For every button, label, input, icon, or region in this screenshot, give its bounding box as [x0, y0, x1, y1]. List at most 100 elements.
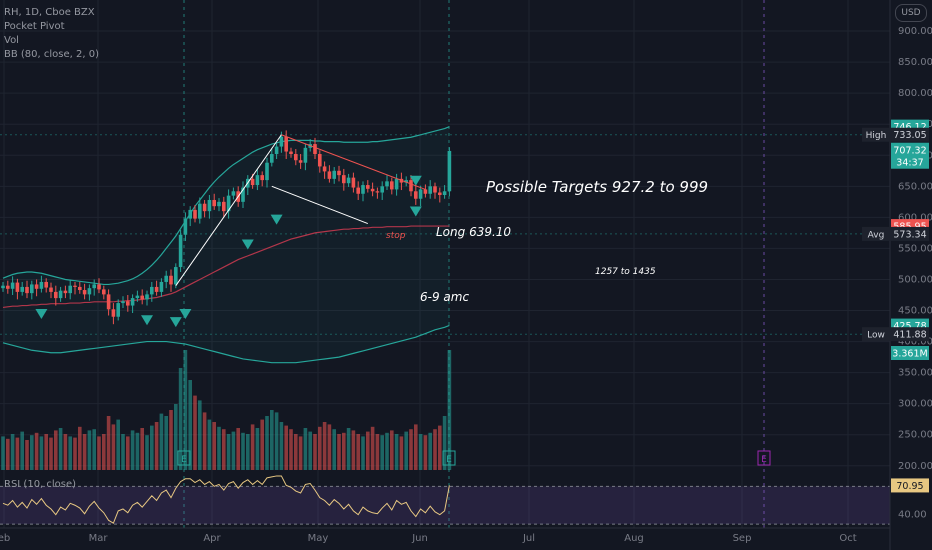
rsi-label-box — [891, 478, 929, 493]
candle-body — [106, 294, 111, 310]
candle-body — [140, 295, 144, 300]
volume-bar — [164, 416, 168, 470]
legend-rsi[interactable]: RSI (10, close) — [4, 479, 77, 490]
trendline — [271, 185, 368, 225]
candle-body — [135, 295, 140, 299]
currency-selector[interactable]: USD — [895, 4, 927, 22]
candle-body — [270, 154, 274, 163]
candle-body — [68, 285, 72, 294]
volume-bar — [366, 431, 370, 470]
volume-bar — [68, 436, 72, 470]
candle-body — [25, 286, 29, 294]
volume-bar — [30, 435, 34, 470]
high-label-tag-box — [862, 127, 890, 142]
volume-bar — [337, 434, 341, 470]
candle-body — [78, 286, 82, 291]
candle-body — [226, 195, 231, 212]
volume-bar — [121, 434, 125, 470]
y-tick-label: 500.00 — [898, 274, 932, 285]
volume-bar — [361, 436, 365, 470]
candle-body — [121, 301, 125, 304]
chart-legend: RH, 1D, Cboe BZX Pocket Pivot Vol BB (80… — [4, 6, 99, 62]
volume-bar — [409, 429, 413, 470]
legend-volume[interactable]: Vol — [4, 35, 19, 46]
bb-fill — [3, 126, 450, 363]
bb-lower-label-value: 425.78 — [893, 321, 926, 332]
candle-body — [351, 177, 356, 188]
rsi-label-value: 70.95 — [896, 481, 923, 492]
time-axis: eb Mar Apr May Jun Jul Aug Sep Oct — [0, 533, 857, 544]
volume-bar — [54, 430, 58, 470]
volume-bar — [279, 422, 284, 470]
y-tick-label: 900.00 — [898, 26, 932, 37]
candle-body — [332, 170, 336, 179]
volume-bar — [82, 434, 87, 470]
earnings-marker — [757, 450, 771, 466]
annotation-targets: Possible Targets 927.2 to 999 — [486, 178, 709, 196]
candle-body — [289, 151, 293, 155]
volume-bar — [207, 419, 212, 470]
earnings-marker — [442, 450, 456, 466]
candle-body — [250, 178, 255, 186]
candle-body — [370, 188, 375, 192]
candle-body — [423, 189, 428, 194]
candle-body — [10, 282, 15, 289]
volume-bar — [404, 431, 408, 470]
volume-bar — [318, 426, 322, 470]
volume-bar — [20, 431, 24, 470]
volume-bar — [226, 434, 231, 470]
annotation-range: 1257 to 1435 — [595, 267, 656, 277]
candle-body — [34, 284, 39, 289]
volume-bar — [442, 416, 447, 470]
volume-bar — [423, 435, 428, 470]
legend-pocket-pivot[interactable]: Pocket Pivot — [4, 21, 65, 32]
volume-bar — [188, 380, 192, 470]
rsi-band — [0, 486, 890, 525]
volume-bar — [44, 434, 48, 470]
volume-bar — [250, 424, 255, 470]
x-tick-label: Apr — [203, 533, 221, 544]
candle-body — [193, 209, 197, 219]
candle-body — [130, 298, 135, 306]
volume-bar — [222, 429, 226, 470]
earnings-marker-label: E — [761, 455, 767, 465]
candle-body — [6, 285, 10, 289]
legend-symbol[interactable]: RH, 1D, Cboe BZX — [4, 7, 95, 18]
y-tick-label: 400.00 — [898, 337, 932, 348]
countdown-value: 34:37 — [896, 158, 923, 169]
y-tick-label: 800.00 — [898, 88, 932, 99]
candle-body — [73, 285, 77, 287]
volume-bar — [265, 416, 269, 470]
candle-body — [63, 290, 68, 294]
y-tick-label: 450.00 — [898, 306, 932, 317]
candle-body — [159, 281, 164, 292]
volume-bar — [150, 425, 154, 470]
candle-body — [414, 191, 418, 199]
legend-bollinger[interactable]: BB (80, close, 2, 0) — [4, 49, 99, 60]
candle-body — [260, 175, 264, 181]
volume-label-value: 3.361M — [892, 349, 927, 360]
candles — [1, 130, 452, 325]
volume-bar — [380, 435, 384, 470]
volume-bar — [342, 432, 346, 470]
candle-body — [274, 146, 279, 155]
high-label-tag: High — [866, 131, 887, 141]
volume-bar — [130, 430, 135, 470]
volume-bar — [375, 434, 380, 470]
volume-bar — [433, 429, 437, 470]
volume-bar — [92, 429, 96, 470]
volume-bar — [58, 428, 63, 470]
candle-body — [15, 282, 20, 292]
avg-label-tag: Avg — [868, 230, 885, 240]
candle-body — [164, 275, 168, 282]
volume-bar — [327, 424, 332, 470]
candle-body — [126, 301, 130, 306]
candle-body — [150, 286, 154, 295]
candle-body — [82, 290, 87, 295]
y-tick-label: 200.00 — [898, 461, 932, 472]
last-price-value: 707.32 — [893, 146, 926, 157]
y-tick-label: 550.00 — [898, 243, 932, 254]
candle-body — [385, 181, 389, 187]
volume-bar — [106, 416, 111, 470]
